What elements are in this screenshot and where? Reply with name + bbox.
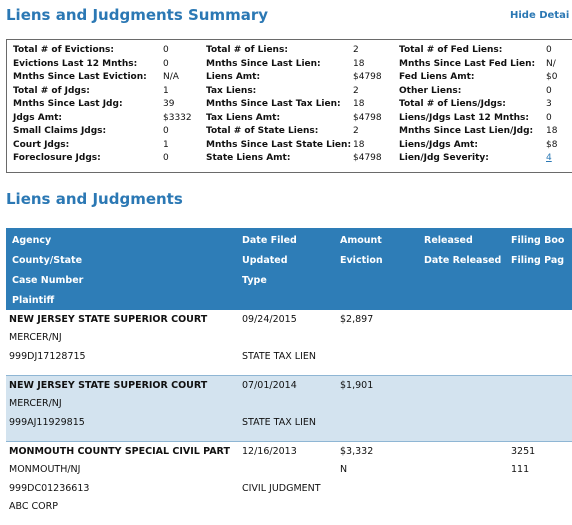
summary-value: 0 (163, 126, 169, 136)
summary-value: 0 (546, 45, 552, 55)
summary-value: $8 (546, 139, 558, 150)
summary-label: Jdgs Amt: (13, 112, 62, 123)
summary-value: 18 (353, 99, 365, 109)
summary-label: Liens/Jdgs Amt: (399, 139, 478, 150)
liens-table: Agency County/State Case Number Plaintif… (6, 228, 572, 520)
summary-value: $0 (546, 72, 558, 82)
summary-value: 0 (163, 58, 169, 69)
summary-label: Total # of Liens/Jdgs: (399, 99, 506, 109)
record-plaintiff: ABC CORP (9, 501, 58, 512)
summary-label: Mnths Since Last Lien/Jdg: (399, 126, 534, 136)
summary-title: Liens and Judgments Summary (6, 6, 269, 24)
record-county-state: MERCER/NJ (9, 398, 62, 409)
table-row[interactable]: MONMOUTH COUNTY SPECIAL CIVIL PART MONMO… (6, 442, 572, 520)
summary-label: Total # of Liens: (206, 45, 288, 55)
summary-box: Total # of Evictions: 0 Evictions Last 12… (6, 39, 572, 173)
summary-value: 18 (546, 126, 558, 136)
record-agency: MONMOUTH COUNTY SPECIAL CIVIL PART (9, 446, 230, 457)
summary-value: $3332 (163, 112, 192, 123)
summary-label: Total # of Jdgs: (13, 85, 90, 96)
hide-details-link[interactable]: Hide Detai (510, 10, 570, 21)
summary-label: Mnths Since Last Eviction: (13, 72, 147, 82)
summary-label: Mnths Since Last Tax Lien: (206, 99, 341, 109)
header-filing-book[interactable]: Filing Boo (511, 235, 565, 246)
summary-label: State Liens Amt: (206, 153, 291, 163)
record-case-number: 999DC01236613 (9, 483, 90, 494)
header-county-state[interactable]: County/State (12, 255, 83, 266)
summary-label: Foreclosure Jdgs: (13, 153, 101, 163)
summary-label: Mnths Since Last State Lien: (206, 139, 352, 150)
summary-value: 0 (163, 153, 169, 163)
record-case-number: 999DJ17128715 (9, 351, 86, 362)
header-updated[interactable]: Updated (242, 255, 288, 266)
header-type[interactable]: Type (242, 275, 267, 286)
summary-label: Evictions Last 12 Mnths: (13, 58, 138, 69)
header-agency[interactable]: Agency (12, 235, 52, 246)
summary-value: N/A (163, 72, 179, 82)
summary-value: 0 (163, 45, 169, 55)
record-type: STATE TAX LIEN (242, 417, 316, 428)
record-county-state: MERCER/NJ (9, 332, 62, 343)
summary-value: 1 (163, 139, 169, 150)
summary-label: Tax Liens Amt: (206, 112, 281, 123)
liens-title: Liens and Judgments (6, 190, 183, 208)
summary-value: $4798 (353, 112, 382, 123)
record-filing-page: 111 (511, 464, 530, 475)
table-row[interactable]: NEW JERSEY STATE SUPERIOR COURT MERCER/N… (6, 310, 572, 376)
summary-label: Mnths Since Last Jdg: (13, 99, 123, 109)
record-agency: NEW JERSEY STATE SUPERIOR COURT (9, 380, 208, 391)
record-eviction: N (340, 464, 348, 475)
summary-label: Lien/Jdg Severity: (399, 153, 489, 163)
header-plaintiff[interactable]: Plaintiff (12, 295, 55, 306)
summary-label: Liens Amt: (206, 72, 261, 82)
summary-value: 1 (163, 85, 169, 96)
summary-label: Tax Liens: (206, 85, 257, 96)
summary-label: Mnths Since Last Fed Lien: (399, 58, 536, 69)
summary-value: 0 (546, 85, 552, 96)
record-agency: NEW JERSEY STATE SUPERIOR COURT (9, 314, 208, 325)
summary-value: 3 (546, 99, 552, 109)
summary-label: Fed Liens Amt: (399, 72, 475, 82)
summary-label: Total # of Fed Liens: (399, 45, 503, 55)
header-amount[interactable]: Amount (340, 235, 382, 246)
record-amount: $2,897 (340, 314, 374, 325)
record-filing-book: 3251 (511, 446, 536, 457)
summary-value: $4798 (353, 153, 382, 163)
record-date-filed: 12/16/2013 (242, 446, 297, 457)
summary-label: Other Liens: (399, 85, 462, 96)
record-case-number: 999AJ11929815 (9, 417, 85, 428)
header-date-filed[interactable]: Date Filed (242, 235, 297, 246)
record-amount: $1,901 (340, 380, 374, 391)
summary-value: 2 (353, 85, 359, 96)
header-filing-page[interactable]: Filing Pag (511, 255, 565, 266)
summary-label: Total # of State Liens: (206, 126, 319, 136)
summary-value: 2 (353, 45, 359, 55)
record-date-filed: 09/24/2015 (242, 314, 297, 325)
severity-link[interactable]: 4 (546, 153, 552, 163)
record-type: CIVIL JUDGMENT (242, 483, 321, 494)
record-county-state: MONMOUTH/NJ (9, 464, 81, 475)
record-amount: $3,332 (340, 446, 374, 457)
header-date-released[interactable]: Date Released (424, 255, 502, 266)
summary-value: 2 (353, 126, 359, 136)
liens-table-header: Agency County/State Case Number Plaintif… (6, 228, 572, 310)
summary-label: Mnths Since Last Lien: (206, 58, 321, 69)
header-released[interactable]: Released (424, 235, 473, 246)
record-type: STATE TAX LIEN (242, 351, 316, 362)
summary-value: 0 (546, 112, 552, 123)
header-eviction[interactable]: Eviction (340, 255, 383, 266)
summary-label: Total # of Evictions: (13, 45, 114, 55)
summary-value: $4798 (353, 72, 382, 82)
record-date-filed: 07/01/2014 (242, 380, 297, 391)
summary-label: Liens/Jdgs Last 12 Mnths: (399, 112, 529, 123)
summary-label: Small Claims Jdgs: (13, 126, 107, 136)
summary-value: 18 (353, 58, 365, 69)
summary-value: 18 (353, 139, 365, 150)
summary-value: 39 (163, 99, 175, 109)
summary-value: N/ (546, 58, 556, 69)
table-row[interactable]: NEW JERSEY STATE SUPERIOR COURT MERCER/N… (6, 376, 572, 442)
summary-label: Court Jdgs: (13, 139, 70, 150)
header-case-number[interactable]: Case Number (12, 275, 84, 286)
